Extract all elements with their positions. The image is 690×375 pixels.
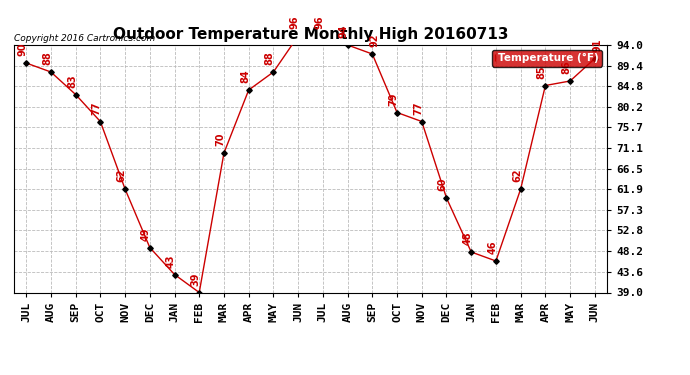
Text: 85: 85 <box>537 65 546 79</box>
Text: 60: 60 <box>437 178 448 191</box>
Legend: Temperature (°F): Temperature (°F) <box>492 50 602 66</box>
Text: 83: 83 <box>67 74 77 88</box>
Text: 92: 92 <box>370 34 380 47</box>
Text: 46: 46 <box>487 241 497 254</box>
Text: 62: 62 <box>512 169 522 182</box>
Text: 43: 43 <box>166 254 176 268</box>
Text: 39: 39 <box>190 272 201 286</box>
Text: 86: 86 <box>562 61 571 74</box>
Text: 77: 77 <box>92 101 101 115</box>
Title: Outdoor Temperature Monthly High 20160713: Outdoor Temperature Monthly High 2016071… <box>112 27 509 42</box>
Text: 49: 49 <box>141 227 151 241</box>
Text: 96: 96 <box>314 16 324 29</box>
Text: 77: 77 <box>413 101 423 115</box>
Text: 94: 94 <box>339 25 349 38</box>
Text: 88: 88 <box>265 51 275 65</box>
Text: 84: 84 <box>240 70 250 83</box>
Text: 96: 96 <box>289 16 299 29</box>
Text: 48: 48 <box>462 232 473 245</box>
Text: 79: 79 <box>388 92 398 106</box>
Text: 88: 88 <box>42 51 52 65</box>
Text: 62: 62 <box>117 169 126 182</box>
Text: 90: 90 <box>17 43 28 56</box>
Text: Copyright 2016 Cartronics.com: Copyright 2016 Cartronics.com <box>14 33 155 42</box>
Text: 70: 70 <box>215 133 225 146</box>
Text: 91: 91 <box>592 38 602 52</box>
